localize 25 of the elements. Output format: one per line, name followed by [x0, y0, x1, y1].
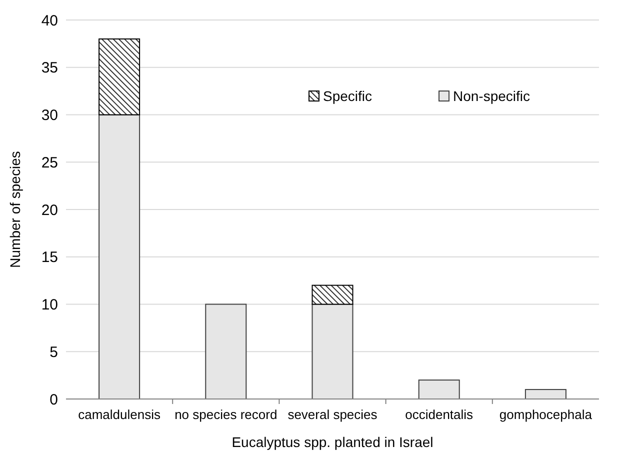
x-tick-label: several species: [288, 407, 378, 422]
x-tick-label: gomphocephala: [499, 407, 593, 422]
bar: [524, 389, 566, 400]
y-tick-label: 0: [50, 391, 58, 408]
bar: [98, 114, 140, 400]
bar: [312, 304, 354, 400]
y-axis-title: Number of species: [7, 151, 23, 268]
y-tick-label: 40: [41, 12, 58, 30]
x-tick-label: camaldulensis: [78, 407, 161, 422]
x-tick-label: no species record: [174, 407, 278, 422]
y-tick-label: 15: [41, 249, 58, 266]
bar: [98, 38, 140, 116]
y-tick-label: 25: [41, 154, 58, 172]
y-tick-label: 20: [41, 202, 58, 219]
legend-label: Non-specific: [453, 88, 530, 104]
y-tick-label: 35: [41, 60, 58, 77]
y-tick-label: 30: [41, 107, 58, 124]
x-axis-title: Eucalyptus spp. planted in Israel: [232, 434, 434, 450]
bar: [312, 284, 354, 305]
x-tick-label: occidentalis: [405, 407, 474, 422]
legend-label: Specific: [323, 88, 372, 104]
y-tick-label: 5: [50, 344, 58, 361]
bar: [418, 380, 460, 400]
bar: [205, 304, 247, 400]
y-tick-label: 10: [41, 296, 58, 314]
